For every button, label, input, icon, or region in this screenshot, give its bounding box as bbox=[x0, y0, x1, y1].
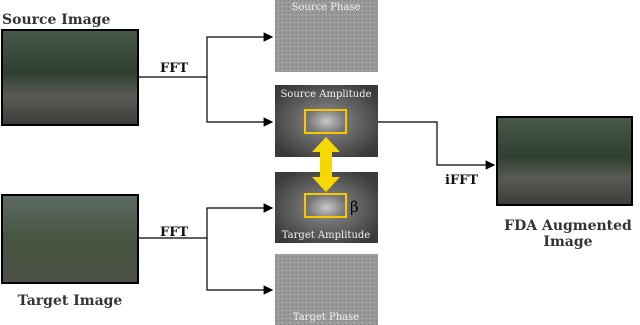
arrow bbox=[378, 121, 496, 170]
panel-label: Source Phase bbox=[292, 2, 361, 13]
output-label: FDA Augmented bbox=[504, 218, 632, 234]
source-image bbox=[1, 29, 139, 126]
arrow bbox=[206, 77, 274, 127]
panel-label: Target Phase bbox=[293, 312, 359, 323]
source-label: Source Image bbox=[2, 12, 111, 28]
panel-label: Source Amplitude bbox=[280, 89, 371, 100]
beta-label: β bbox=[350, 198, 359, 216]
beta-box bbox=[304, 109, 347, 134]
output-image bbox=[496, 116, 633, 206]
ifft-label: iFFT bbox=[445, 173, 478, 188]
target-label: Target Image bbox=[18, 293, 123, 309]
target-image bbox=[1, 194, 139, 284]
target-phase bbox=[275, 254, 378, 325]
fft-label: FFT bbox=[160, 225, 188, 240]
beta-box bbox=[304, 193, 347, 218]
output-label: Image bbox=[543, 234, 592, 250]
arrow bbox=[138, 203, 274, 239]
fft-label: FFT bbox=[160, 61, 188, 76]
source-phase bbox=[275, 0, 378, 72]
swap-arrow bbox=[312, 137, 340, 192]
arrow bbox=[206, 238, 274, 295]
arrow bbox=[138, 32, 274, 78]
panel-label: Target Amplitude bbox=[282, 230, 371, 241]
